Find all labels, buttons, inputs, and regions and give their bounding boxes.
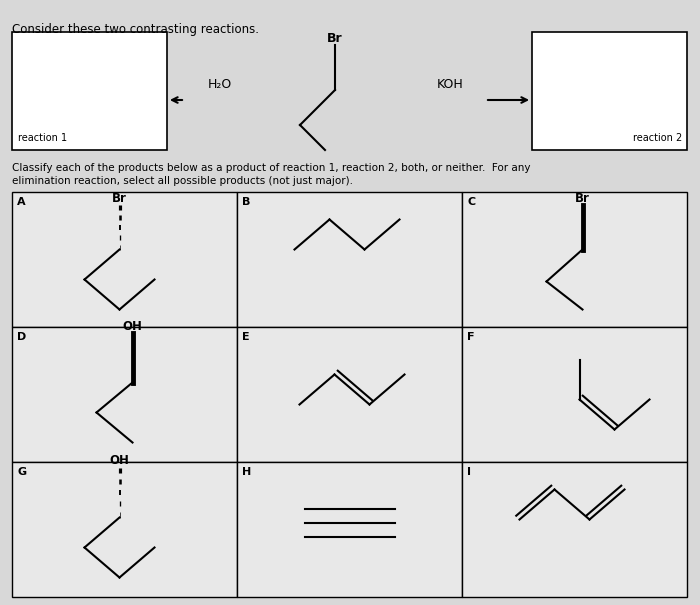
FancyBboxPatch shape — [237, 462, 462, 597]
Text: reaction 2: reaction 2 — [633, 133, 682, 143]
Text: Classify each of the products below as a product of reaction 1, reaction 2, both: Classify each of the products below as a… — [12, 163, 531, 186]
Text: H: H — [242, 467, 251, 477]
Text: B: B — [242, 197, 251, 207]
Text: G: G — [17, 467, 26, 477]
Text: Br: Br — [575, 192, 590, 204]
Text: OH: OH — [110, 454, 130, 468]
Text: reaction 1: reaction 1 — [18, 133, 67, 143]
FancyBboxPatch shape — [532, 32, 687, 150]
FancyBboxPatch shape — [237, 192, 462, 327]
Text: Consider these two contrasting reactions.: Consider these two contrasting reactions… — [12, 23, 259, 36]
Text: A: A — [17, 197, 26, 207]
FancyBboxPatch shape — [462, 192, 687, 327]
FancyBboxPatch shape — [237, 327, 462, 462]
Text: D: D — [17, 332, 27, 342]
Text: Br: Br — [327, 32, 343, 45]
Text: F: F — [467, 332, 475, 342]
Text: I: I — [467, 467, 471, 477]
Text: E: E — [242, 332, 250, 342]
Text: H₂O: H₂O — [208, 79, 232, 91]
Text: OH: OH — [122, 319, 142, 333]
FancyBboxPatch shape — [462, 462, 687, 597]
FancyBboxPatch shape — [12, 192, 237, 327]
Text: C: C — [467, 197, 475, 207]
FancyBboxPatch shape — [12, 462, 237, 597]
Text: KOH: KOH — [437, 79, 463, 91]
Text: Br: Br — [112, 192, 127, 204]
FancyBboxPatch shape — [462, 327, 687, 462]
FancyBboxPatch shape — [12, 327, 237, 462]
FancyBboxPatch shape — [12, 32, 167, 150]
